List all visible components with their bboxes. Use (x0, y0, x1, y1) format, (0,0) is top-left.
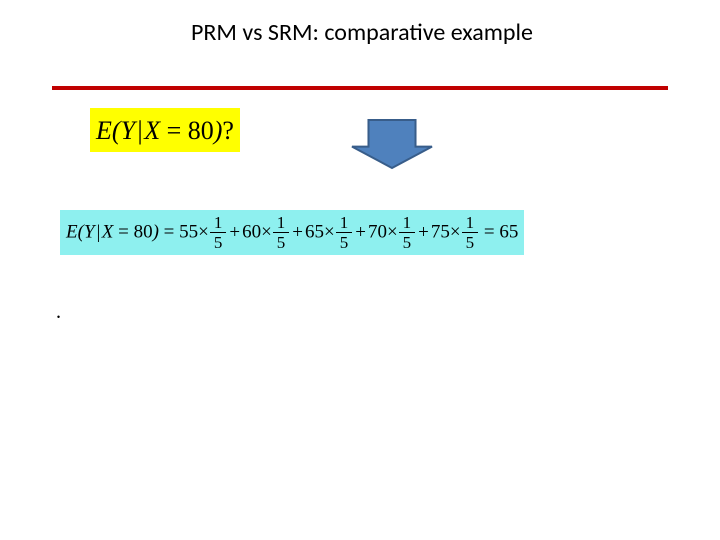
a-term-plus: + (290, 222, 305, 243)
formula-answer: E(Y|X = 80) = 55×15+60×15+65×15+70×15+75… (60, 210, 524, 255)
a-term-times: × (261, 222, 272, 243)
a-term-times: × (387, 222, 398, 243)
divider-redline (52, 86, 668, 90)
q-eq: = (160, 116, 188, 145)
a-val: 80 (134, 222, 153, 243)
down-arrow-icon (350, 118, 434, 175)
a-term-frac: 15 (210, 214, 227, 251)
a-eq2: = (159, 222, 179, 243)
a-term-times: × (198, 222, 209, 243)
q-Y: Y (121, 116, 135, 145)
a-X: X (102, 222, 114, 243)
a-terms: 55×15+60×15+65×15+70×15+75×15 (179, 221, 479, 242)
a-term-times: × (450, 222, 461, 243)
slide: PRM vs SRM: comparative example E(Y|X = … (0, 0, 720, 540)
a-term-frac: 15 (462, 214, 479, 251)
a-term-times: × (324, 222, 335, 243)
a-term-plus: + (353, 222, 368, 243)
a-eq1: = (113, 222, 133, 243)
a-term-coef: 75 (431, 222, 450, 243)
page-title: PRM vs SRM: comparative example (152, 18, 572, 47)
a-term-coef: 65 (305, 222, 324, 243)
a-eq3: = (479, 222, 499, 243)
a-term-coef: 60 (242, 222, 261, 243)
a-term-frac: 15 (399, 214, 416, 251)
a-bar: | (95, 222, 102, 243)
formula-question: E(Y|X = 80)? (90, 108, 240, 152)
q-qmark: ? (222, 116, 234, 145)
stray-dot: . (56, 300, 61, 324)
a-term-plus: + (227, 222, 242, 243)
a-term-coef: 55 (179, 222, 198, 243)
a-result: 65 (499, 222, 518, 243)
q-X: X (144, 116, 160, 145)
a-term-frac: 15 (273, 214, 290, 251)
q-val: 80 (188, 116, 214, 145)
a-term-plus: + (416, 222, 431, 243)
a-term-coef: 70 (368, 222, 387, 243)
q-open: ( (112, 116, 121, 145)
a-Y: Y (84, 222, 95, 243)
a-E: E (66, 222, 78, 243)
q-bar: | (135, 116, 144, 145)
a-term-frac: 15 (336, 214, 353, 251)
q-E: E (96, 116, 112, 145)
